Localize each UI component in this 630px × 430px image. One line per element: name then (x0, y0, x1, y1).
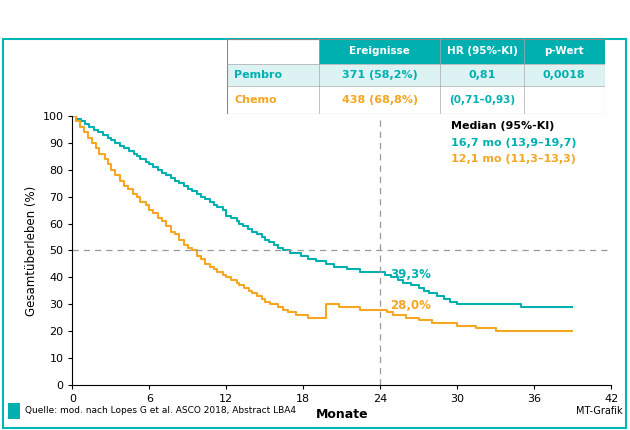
X-axis label: Monate: Monate (316, 408, 368, 421)
Text: Ereignisse: Ereignisse (350, 46, 410, 56)
Bar (8, 402, 20, 419)
Text: Quelle: mod. nach Lopes G et al. ASCO 2018, Abstract LBA4: Quelle: mod. nach Lopes G et al. ASCO 20… (25, 406, 296, 415)
Text: Pembro: Pembro (234, 71, 282, 80)
Text: Chemo: Chemo (234, 95, 277, 105)
Bar (227, 64, 605, 86)
Text: (0,71–0,93): (0,71–0,93) (449, 95, 515, 105)
Text: p-Wert: p-Wert (544, 46, 584, 56)
Text: 371 (58,2%): 371 (58,2%) (342, 71, 418, 80)
Text: Median (95%-KI): Median (95%-KI) (451, 122, 554, 132)
Text: HR (95%-KI): HR (95%-KI) (447, 46, 517, 56)
Bar (319, 39, 605, 64)
Text: 438 (68,8%): 438 (68,8%) (342, 95, 418, 105)
Text: 12,1 mo (11,3–13,3): 12,1 mo (11,3–13,3) (451, 154, 576, 164)
Bar (227, 86, 605, 114)
Text: 39,3%: 39,3% (391, 268, 432, 281)
Text: 28,0%: 28,0% (391, 299, 432, 312)
Y-axis label: Gesamtüberleben (%): Gesamtüberleben (%) (25, 185, 38, 316)
Text: MT-Grafik: MT-Grafik (576, 406, 622, 416)
Text: 16,7 mo (13,9–19,7): 16,7 mo (13,9–19,7) (451, 138, 576, 147)
Text: 0,81: 0,81 (468, 71, 496, 80)
Text: 0,0018: 0,0018 (543, 71, 585, 80)
Text: Gesamtüberleben TPS ≥ 1%: Gesamtüberleben TPS ≥ 1% (8, 11, 269, 29)
